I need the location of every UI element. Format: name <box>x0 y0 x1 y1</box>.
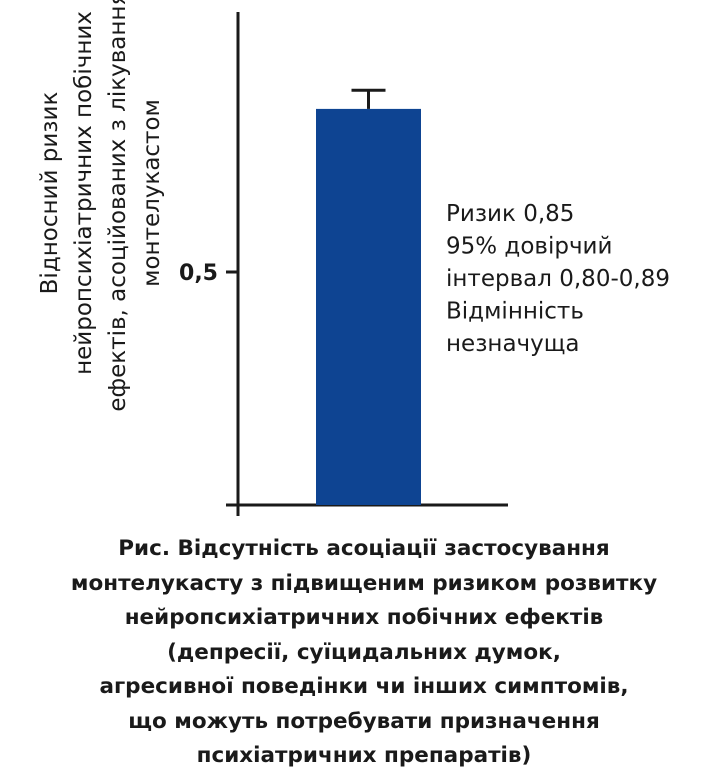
y-axis-label-line: монтелукастом <box>139 99 165 287</box>
y-tick-label: 0,5 <box>179 261 218 286</box>
bar <box>316 108 421 506</box>
caption-line: психіатричних препаратів) <box>196 743 532 768</box>
caption-line: (депресії, суїцидальних думок, <box>167 639 561 665</box>
annotation-line: 95% довірчий <box>446 234 612 260</box>
annotation-line: інтервал 0,80-0,89 <box>446 266 670 292</box>
y-axis-label: Відносний ризик нейропсихіатричних побічн… <box>37 0 165 412</box>
y-axis-label-line: нейропсихіатричних побічних <box>71 11 97 375</box>
annotation: Ризик 0,85 95% довірчий інтервал 0,80-0,89… <box>446 201 670 357</box>
caption-line: Рис. Відсутність асоціації застосування <box>118 536 610 561</box>
caption-line: нейропсихіатричних побічних ефектів <box>124 605 604 630</box>
y-axis-label-group: Відносний ризик нейропсихіатричних побічн… <box>37 0 165 412</box>
caption-line: монтелукасту з підвищеним ризиком розвит… <box>70 570 658 596</box>
annotation-line: Ризик 0,85 <box>446 201 574 227</box>
caption-line: агресивної поведінки чи інших симптомів, <box>99 674 629 699</box>
y-axis-label-line: ефектів, асоційованих з лікуванням <box>105 0 131 412</box>
annotation-line: Відмінність <box>446 299 584 325</box>
y-axis-label-line: Відносний ризик <box>37 92 63 295</box>
bars <box>316 88 421 506</box>
bar-chart: Відносний ризик нейропсихіатричних побічн… <box>37 0 670 516</box>
annotation-line: незначуща <box>446 331 580 357</box>
axes: 0,5 <box>179 12 508 516</box>
caption-line: що можуть потребувати призначення <box>128 708 600 734</box>
figure-caption: Рис. Відсутність асоціації застосування м… <box>0 532 728 774</box>
